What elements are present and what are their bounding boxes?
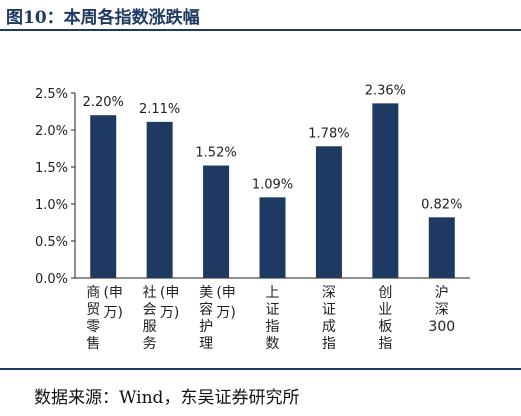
x-tick-label: 板	[378, 319, 392, 335]
x-tick-label: 贸	[86, 302, 100, 318]
y-tick-label: 1.0%	[35, 198, 68, 213]
data-label: 1.09%	[252, 177, 293, 192]
x-tick-label: (申	[103, 285, 122, 301]
x-tick-label: 万)	[103, 305, 122, 321]
x-tick-label: 指	[266, 319, 280, 335]
x-tick-label: 业	[378, 302, 392, 318]
x-tick-label: 会	[143, 302, 157, 318]
y-tick-label: 0.0%	[35, 272, 68, 287]
y-tick-label: 1.5%	[35, 161, 68, 176]
data-label: 0.82%	[421, 197, 462, 212]
data-label: 2.36%	[365, 83, 406, 98]
x-tick-label: 300	[428, 319, 455, 335]
chart-area: 0.0% 0.5% 1.0% 1.5% 2.0% 2.5% 2.20% 商贸零售 (申万) 2.1…	[0, 34, 521, 367]
x-tick-label: 美	[199, 285, 213, 301]
x-tick-label: (申	[216, 285, 235, 301]
x-tick-label: 社	[143, 285, 157, 301]
bar	[203, 165, 230, 278]
x-tick-label: 务	[143, 336, 157, 352]
x-tick-label: 创	[378, 285, 392, 301]
x-tick-label: 零	[86, 319, 100, 335]
x-tick-label: 服	[143, 319, 157, 335]
bar	[428, 217, 455, 278]
bar	[146, 121, 173, 278]
data-label: 2.20%	[83, 95, 124, 110]
y-tick-label: 0.5%	[35, 235, 68, 250]
x-tick-label: 证	[322, 302, 336, 318]
x-tick-label: 证	[266, 302, 280, 318]
x-tick-label: 护	[199, 319, 213, 335]
bar	[259, 197, 286, 278]
x-tick-label: 售	[86, 336, 100, 352]
x-tick-label: 上	[266, 285, 280, 301]
x-tick-label: 深	[322, 285, 336, 301]
x-tick-label: 万)	[216, 305, 235, 321]
bar	[372, 103, 399, 278]
y-tick-label: 2.0%	[35, 124, 68, 139]
data-label: 2.11%	[139, 102, 180, 117]
bar	[315, 146, 342, 278]
title-rule	[0, 29, 521, 31]
x-tick-label: 指	[322, 336, 336, 352]
bar	[90, 115, 117, 278]
x-tick-label: 商	[86, 285, 100, 301]
source-rule	[0, 368, 521, 370]
x-tick-label: 容	[199, 301, 213, 318]
x-tick-label: 沪	[435, 285, 449, 301]
x-tick-label: 数	[266, 336, 280, 352]
x-tick-label: (申	[160, 285, 179, 301]
source-note: 数据来源：Wind，东吴证券研究所	[34, 388, 300, 408]
x-tick-label: 成	[322, 319, 336, 335]
x-tick-label: 指	[378, 336, 392, 352]
data-label: 1.52%	[195, 146, 236, 161]
x-tick-label: 万)	[160, 305, 179, 321]
figure-title: 图10：本周各指数涨跌幅	[6, 8, 200, 28]
x-tick-label: 深	[435, 302, 449, 318]
data-label: 1.78%	[308, 126, 349, 141]
y-tick-label: 2.5%	[35, 87, 68, 102]
x-tick-label: 理	[199, 336, 213, 352]
